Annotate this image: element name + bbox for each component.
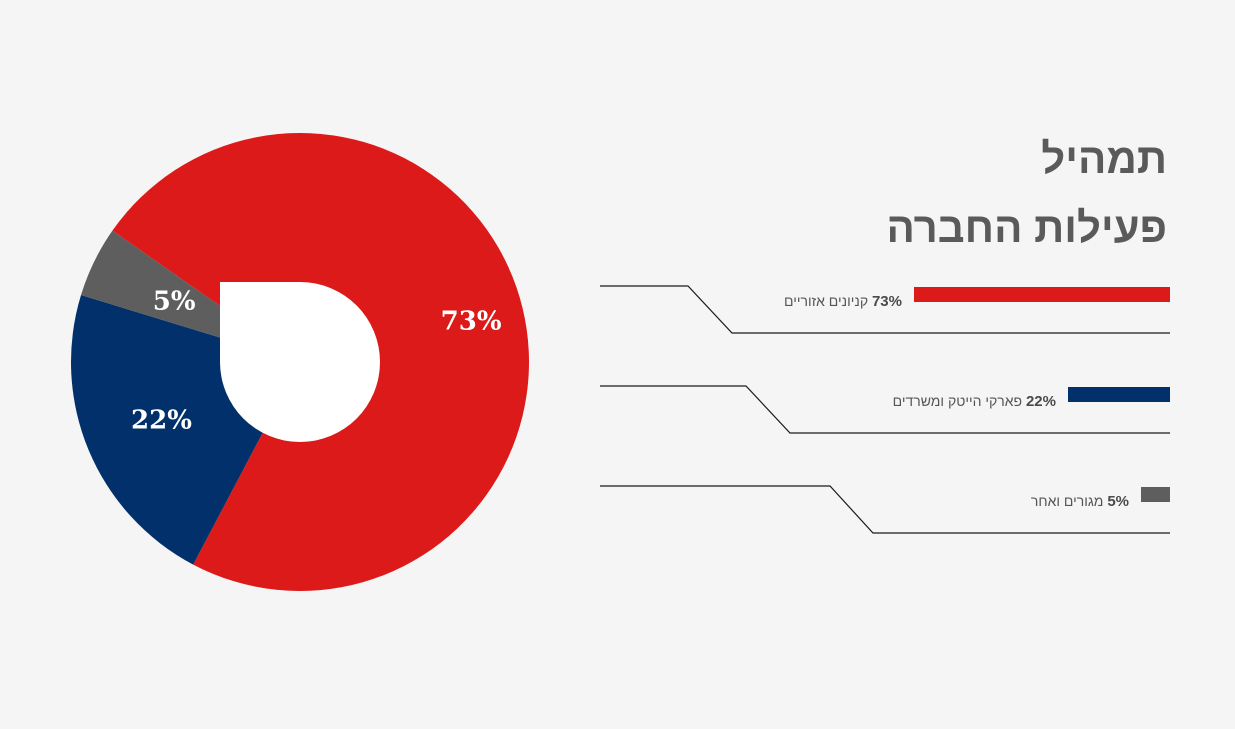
pie-chart: 73% 22% 5% bbox=[71, 132, 529, 591]
legend-item-hitech-offices: 22% פארקי הייטק ומשרדים bbox=[893, 393, 1056, 410]
pie-center-hole bbox=[220, 282, 380, 442]
slice-label-residential-other: 5% bbox=[153, 287, 196, 317]
legend-percent: 22% bbox=[1025, 393, 1056, 410]
legend-percent: 73% bbox=[871, 293, 902, 310]
legend-item-residential-other: 5% מגורים ואחר bbox=[1031, 493, 1129, 510]
chart-title-line2: פעילות החברה bbox=[886, 204, 1167, 251]
legend-percent: 5% bbox=[1107, 493, 1129, 510]
legend-connector-line bbox=[600, 385, 1170, 434]
slice-label-hitech-offices: 22% bbox=[131, 406, 192, 436]
legend-swatch bbox=[1068, 387, 1170, 402]
legend-text: מגורים ואחר bbox=[1030, 493, 1104, 509]
legend-swatch bbox=[1141, 487, 1170, 502]
legend-text: קניונים אזוריים bbox=[783, 293, 869, 309]
chart-title-line1: תמהיל bbox=[1041, 135, 1167, 182]
legend-text: פארקי הייטק ומשרדים bbox=[892, 393, 1023, 409]
legend-item-shopping-centers: 73% קניונים אזוריים bbox=[784, 293, 902, 310]
slice-label-shopping-centers: 73% bbox=[441, 307, 502, 337]
legend-swatch bbox=[914, 287, 1170, 302]
